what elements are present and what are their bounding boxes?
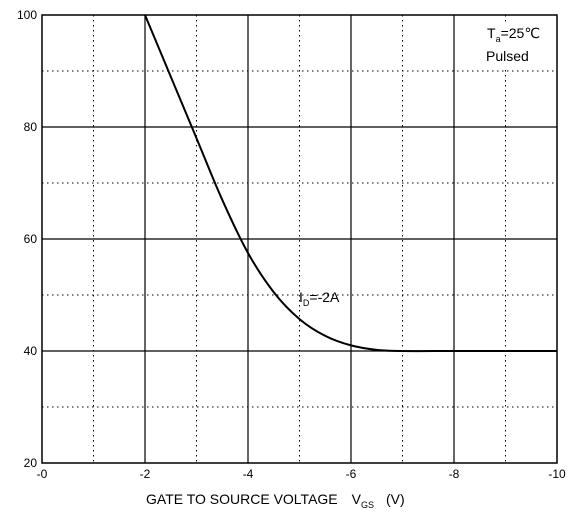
plot-frame	[41, 14, 558, 464]
y-tick-label: 80	[24, 120, 38, 134]
curve-label: ID=-2A	[299, 289, 340, 308]
x-tick-labels: -0 -2 -4 -6 -8 -10	[37, 467, 566, 481]
y-tick-label: 40	[24, 344, 38, 358]
x-tick-label: -10	[548, 467, 566, 481]
temp-label-main: T	[487, 25, 496, 41]
y-tick-label: 60	[24, 232, 38, 246]
x-axis-label: GATE TO SOURCE VOLTAGE VGS (V)	[146, 491, 405, 510]
series-line-id-2a	[144, 14, 557, 353]
y-tick-label: 20	[24, 456, 38, 470]
temp-label: Ta=25℃	[487, 25, 540, 44]
pulsed-label: Pulsed	[486, 48, 529, 64]
temp-label-rest: =25℃	[501, 25, 540, 41]
x-tick-label: -2	[140, 467, 151, 481]
x-axis-label-symbol: V	[352, 491, 362, 507]
temp-label-background	[483, 24, 543, 68]
minor-grid	[42, 15, 557, 463]
y-tick-labels: 20 40 60 80 100	[17, 8, 37, 470]
curve-label-main: I	[299, 289, 303, 305]
y-tick-label: 100	[17, 8, 37, 22]
curve-label-sub: D	[303, 298, 310, 308]
curve-label-rest: =-2A	[309, 289, 340, 305]
x-axis-label-main: GATE TO SOURCE VOLTAGE	[146, 491, 338, 507]
x-tick-label: -6	[346, 467, 357, 481]
x-axis-label-symbol-sub: GS	[361, 500, 374, 510]
x-tick-label: -8	[449, 467, 460, 481]
temp-label-sub: a	[496, 34, 501, 44]
x-axis-label-unit: (V)	[386, 491, 405, 507]
x-tick-label: -4	[243, 467, 254, 481]
x-tick-label: -0	[37, 467, 48, 481]
